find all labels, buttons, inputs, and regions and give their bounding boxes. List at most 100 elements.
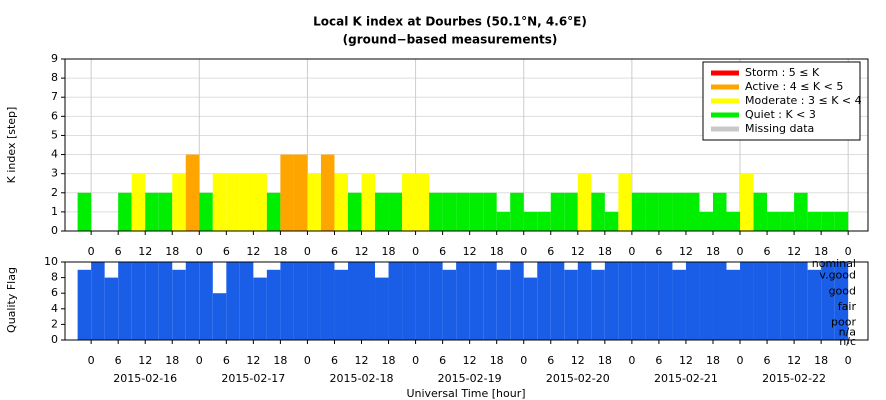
y-tick-label: 8 [51, 71, 58, 84]
bar [767, 211, 781, 231]
quality-bar [658, 262, 673, 340]
x-tick-label: 6 [223, 354, 230, 367]
bar [347, 192, 362, 231]
legend-label: Storm : 5 ≤ K [745, 66, 820, 79]
quality-bar [91, 262, 105, 340]
bar [685, 192, 700, 231]
quality-bar [212, 293, 227, 340]
x-tick-label: 18 [382, 245, 396, 258]
bar [821, 211, 835, 231]
x-tick-label: 0 [88, 354, 95, 367]
bar [483, 192, 497, 231]
bar [388, 192, 403, 231]
x-tick-label: 0 [412, 354, 419, 367]
x-tick-label: 6 [764, 354, 771, 367]
quality-bar [645, 262, 659, 340]
y-tick-label: 6 [51, 286, 58, 299]
bar [307, 173, 321, 231]
x-tick-label: 6 [547, 354, 554, 367]
level-label: v.good [819, 269, 856, 282]
bar [239, 173, 254, 231]
bar [266, 192, 281, 231]
x-tick-label: 18 [814, 245, 828, 258]
legend-label: Moderate : 3 ≤ K < 4 [745, 94, 862, 107]
y-tick-label: 6 [51, 109, 58, 122]
x-tick-label: 6 [115, 245, 122, 258]
quality-bar [550, 262, 565, 340]
bar [185, 154, 200, 231]
bar [158, 192, 173, 231]
quality-bar [712, 262, 727, 340]
quality-bar [618, 262, 632, 340]
x-tick-label: 0 [845, 245, 852, 258]
x-tick-label: 0 [520, 245, 527, 258]
quality-bar [172, 269, 186, 340]
quality-bar [794, 262, 808, 340]
x-tick-label: 18 [382, 354, 396, 367]
y-tick-label: 2 [51, 317, 58, 330]
y-axis-label: Quality Flag [5, 267, 18, 333]
legend-label: Quiet : K < 3 [745, 108, 816, 121]
bar [145, 192, 159, 231]
x-tick-label: 0 [628, 245, 635, 258]
quality-bar [672, 269, 686, 340]
quality-bar [320, 262, 335, 340]
x-tick-label: 12 [679, 354, 693, 367]
x-tick-label: 0 [88, 245, 95, 258]
x-tick-label: 0 [737, 354, 744, 367]
quality-bar [253, 277, 267, 340]
bar [753, 192, 768, 231]
x-tick-label: 0 [304, 354, 311, 367]
x-tick-label: 18 [165, 354, 179, 367]
bar [618, 173, 632, 231]
date-label: 2015-02-21 [654, 372, 718, 385]
y-tick-label: 0 [51, 333, 58, 346]
x-tick-label: 0 [412, 245, 419, 258]
quality-bar [767, 262, 781, 340]
bar [199, 192, 213, 231]
date-label: 2015-02-17 [221, 372, 285, 385]
x-tick-label: 6 [655, 354, 662, 367]
quality-bar [564, 269, 578, 340]
bar [253, 173, 267, 231]
x-tick-label: 12 [679, 245, 693, 258]
quality-bar [821, 262, 835, 340]
y-tick-label: 5 [51, 128, 58, 141]
bar [456, 192, 470, 231]
bar [740, 173, 754, 231]
quality-bar [780, 262, 795, 340]
bar [604, 211, 619, 231]
quality-bar [834, 262, 849, 340]
bar [712, 192, 727, 231]
y-tick-label: 4 [51, 302, 58, 315]
quality-bar [577, 262, 592, 340]
plot-frame [64, 261, 869, 341]
quality-bar [77, 269, 92, 340]
bar [645, 192, 659, 231]
quality-bar [415, 262, 430, 340]
x-tick-label: 18 [273, 245, 287, 258]
level-label: n/c [839, 335, 856, 348]
plot-frame [64, 58, 869, 232]
x-tick-label: 18 [490, 245, 504, 258]
x-tick-label: 12 [355, 354, 369, 367]
quality-bar [226, 262, 240, 340]
quality-bar [199, 262, 213, 340]
x-tick-label: 6 [331, 245, 338, 258]
quality-bar [537, 262, 551, 340]
x-tick-label: 6 [223, 245, 230, 258]
quality-bar [375, 277, 389, 340]
bar [77, 192, 92, 231]
quality-bar [685, 262, 700, 340]
date-label: 2015-02-19 [438, 372, 502, 385]
bar [172, 173, 186, 231]
quality-bar [496, 269, 511, 340]
bar [577, 173, 592, 231]
bar [780, 211, 795, 231]
quality-bar [307, 262, 321, 340]
quality-bar [456, 262, 470, 340]
quality-bar [753, 262, 768, 340]
legend-label: Missing data [745, 122, 814, 135]
y-tick-label: 2 [51, 186, 58, 199]
x-tick-label: 6 [115, 354, 122, 367]
